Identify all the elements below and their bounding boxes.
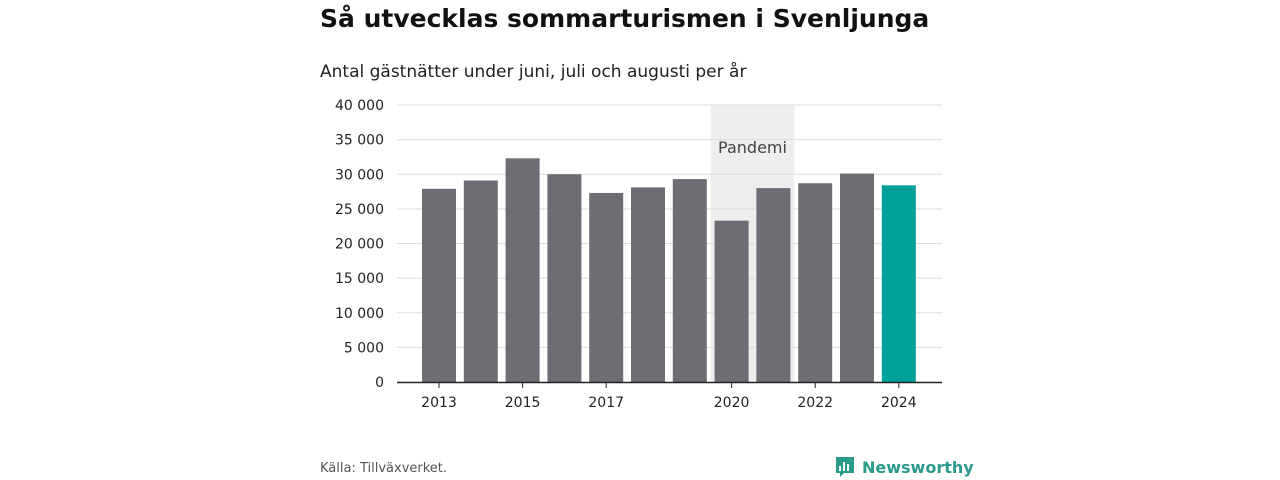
x-tick-label: 2022 [797,395,833,411]
x-tick-label: 2020 [714,395,750,411]
bar-2021 [756,188,791,382]
y-tick-label: 25 000 [335,202,384,218]
bar-chart: Pandemi 0 5 000 10 000 15 000 20 000 25 000 30 … [335,98,942,411]
x-tick-label: 2013 [421,395,457,411]
x-tick-label: 2017 [588,395,624,411]
y-tick-label: 15 000 [335,271,384,287]
x-tick-label: 2015 [505,395,541,411]
bar-2018 [631,187,665,382]
bar-2015 [505,158,540,382]
y-tick-label: 10 000 [335,306,384,322]
source-note: Källa: Tillväxverket. [320,461,448,476]
y-tick-label: 5 000 [344,340,384,356]
y-tick-label: 40 000 [335,98,384,114]
bar-2016 [547,174,582,382]
newsworthy-logo-icon [836,457,854,477]
brand-logo: Newsworthy [834,454,974,480]
chart-title: Så utvecklas sommarturismen i Svenljunga [320,4,930,33]
bar-2019 [672,179,707,382]
chart-subtitle: Antal gästnätter under juni, juli och au… [320,62,747,82]
bar-2013 [422,188,456,382]
bar-2022 [798,183,833,382]
pandemic-label: Pandemi [718,138,787,157]
y-tick-label: 35 000 [335,133,384,149]
y-tick-label: 30 000 [335,167,384,183]
bar-2024 [881,185,916,382]
bar-2020 [714,220,749,382]
x-tick-label: 2024 [881,395,917,411]
bar-2023 [840,173,874,382]
bar-2014 [463,180,498,382]
brand-name: Newsworthy [862,457,974,477]
y-tick-label: 20 000 [335,237,384,253]
bar-2017 [589,192,624,382]
y-tick-label: 0 [375,375,384,391]
